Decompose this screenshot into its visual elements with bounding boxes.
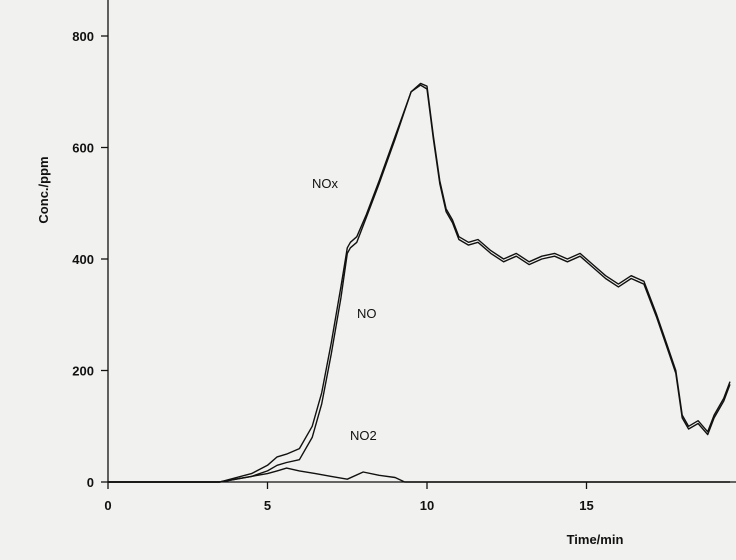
series-lines [108, 82, 731, 483]
series-label-nox: NOx [312, 176, 339, 191]
y-tick-label: 0 [87, 475, 94, 490]
series-line-nox [108, 82, 731, 483]
series-labels: NOx NO NO2 [312, 176, 377, 443]
x-axis-title: Time/min [567, 532, 624, 547]
x-tick-label: 15 [579, 498, 593, 513]
series-line-no2 [108, 467, 730, 483]
ticks: 0 200 400 600 800 0 5 10 15 [72, 29, 593, 513]
y-tick-label: 800 [72, 29, 94, 44]
y-axis-title: Conc./ppm [36, 156, 51, 223]
series-line-no [108, 84, 731, 483]
x-tick-label: 10 [420, 498, 434, 513]
series-label-no: NO [357, 306, 377, 321]
y-tick-label: 400 [72, 252, 94, 267]
x-tick-label: 5 [264, 498, 271, 513]
y-tick-label: 600 [72, 141, 94, 156]
y-tick-label: 200 [72, 364, 94, 379]
axes [107, 0, 736, 483]
series-label-no2: NO2 [350, 428, 377, 443]
x-tick-label: 0 [104, 498, 111, 513]
